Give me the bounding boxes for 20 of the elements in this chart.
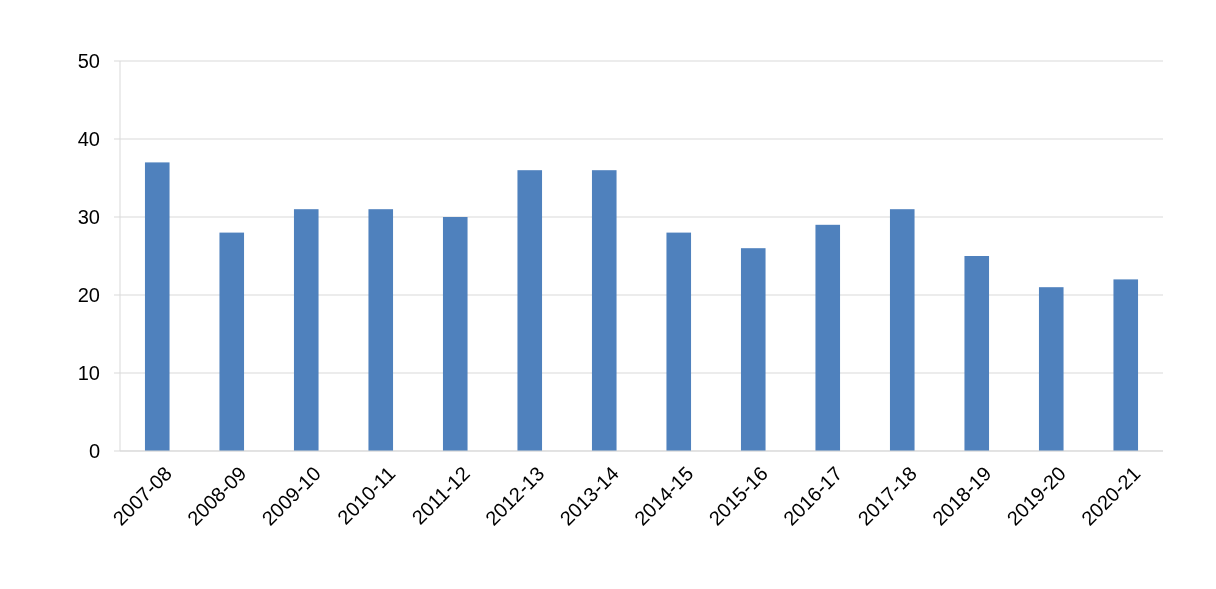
bar <box>368 209 394 451</box>
bar <box>1038 287 1064 451</box>
bar <box>964 256 990 451</box>
y-tick-label: 50 <box>77 50 100 72</box>
bar <box>740 248 766 451</box>
y-tick-label: 0 <box>88 440 100 462</box>
bar <box>144 162 170 451</box>
bar <box>591 170 617 451</box>
bar <box>219 232 245 451</box>
y-tick-label: 20 <box>77 284 100 306</box>
bar <box>293 209 319 451</box>
bar <box>815 224 841 451</box>
bar <box>666 232 692 451</box>
bar <box>442 217 468 451</box>
bar <box>517 170 543 451</box>
bar <box>1113 279 1139 451</box>
y-tick-label: 40 <box>77 128 100 150</box>
y-tick-label: 10 <box>77 362 100 384</box>
bar <box>889 209 915 451</box>
y-tick-label: 30 <box>77 206 100 228</box>
